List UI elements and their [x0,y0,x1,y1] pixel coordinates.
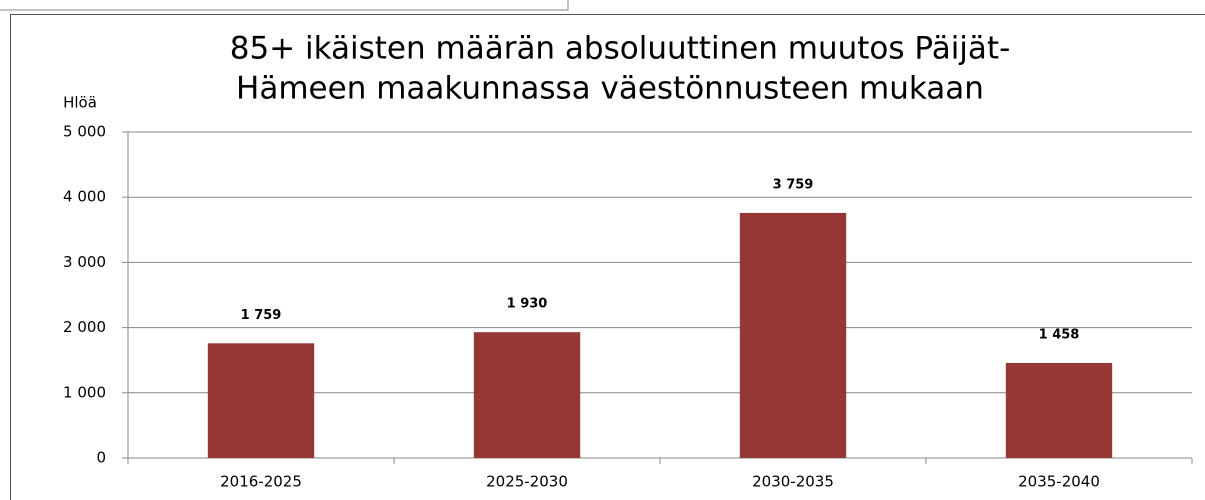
data-label: 1 458 [1039,327,1080,342]
bar [473,332,581,458]
x-tick-label: 2035-2040 [1018,473,1100,491]
bar [1005,362,1113,458]
x-tick-label: 2025-2030 [486,473,568,491]
y-tick-label: 2 000 [63,318,106,336]
x-tick-label: 2016-2025 [220,473,302,491]
y-tick-label: 5 000 [63,123,106,141]
chart-border [10,14,1205,500]
y-tick-label: 1 000 [63,383,106,401]
y-tick-label: 4 000 [63,188,106,206]
bar [207,343,315,458]
x-tick-label: 2030-2035 [752,473,834,491]
y-tick-label: 0 [96,449,106,467]
bar [739,212,847,458]
frame-corner [0,0,569,11]
data-label: 1 930 [507,297,548,312]
data-label: 1 759 [241,308,282,323]
chart-title: Hämeen maakunnassa väestönnusteen mukaan [236,71,984,107]
chart-title: 85+ ikäisten määrän absoluuttinen muutos… [230,31,1011,67]
data-label: 3 759 [773,177,814,192]
y-axis-label: Hlöä [63,94,97,112]
y-tick-label: 3 000 [63,253,106,271]
